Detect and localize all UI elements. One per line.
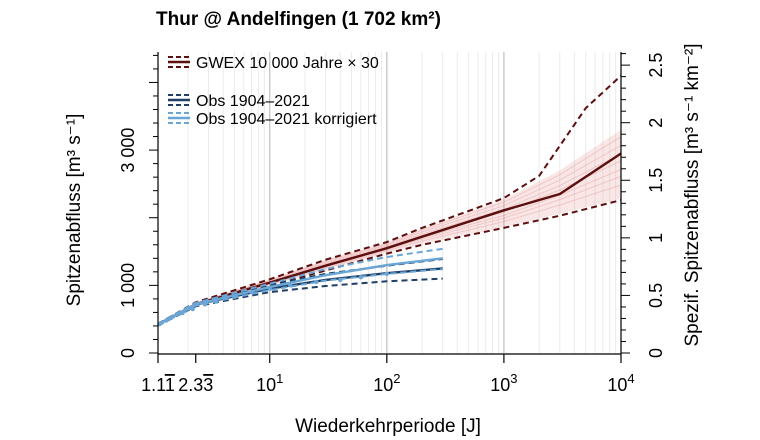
series-group [157, 74, 622, 327]
x-tick-label: 103 [490, 371, 517, 395]
y-right-tick-label: 1 [646, 233, 666, 243]
y-axis-left-label: Spitzenabfluss [m³ s⁻¹] [64, 114, 85, 307]
y-right-tick-label: 0 [646, 348, 666, 358]
obs-point [190, 306, 195, 312]
obs-point [163, 318, 169, 323]
y-axis-right-label: Spezif. Spitzenabfluss [m³ s⁻¹ km⁻²] [682, 43, 703, 346]
obs-points [157, 271, 390, 327]
y-right-tick-label: 1.5 [646, 168, 666, 193]
grid [187, 52, 617, 353]
obs-point [288, 283, 293, 288]
obs-point [249, 289, 254, 295]
series-line [157, 152, 622, 326]
y-left-tick-label: 0 [118, 348, 138, 358]
series-line [157, 268, 443, 327]
legend-label: Obs 1904–2021 korrigiert [196, 111, 377, 128]
obs-point [171, 314, 176, 319]
x-tick-label: 104 [607, 371, 634, 395]
y-left-tick-label: 3 000 [118, 128, 138, 173]
series-line [157, 247, 443, 325]
obs-point [267, 286, 272, 291]
axes [149, 52, 630, 363]
y-left-tick-label: 1 000 [118, 263, 138, 308]
y-right-tick-label: 2 [646, 118, 666, 128]
obs-point [314, 279, 319, 285]
series-line [157, 199, 622, 327]
obs-point [214, 299, 219, 304]
legend-label: GWEX 10 000 Jahre × 30 [196, 55, 379, 72]
obs-point [232, 294, 237, 300]
y-right-tick-label: 2.5 [646, 53, 666, 78]
x-tick-label: 1.11 [141, 375, 175, 395]
obs-point [202, 302, 208, 307]
series-line [157, 257, 443, 326]
chart-title: Thur @ Andelfingen (1 702 km²) [156, 9, 441, 30]
ensemble-member-line [157, 136, 622, 325]
obs-point [384, 271, 390, 277]
obs-point [338, 277, 343, 283]
tick-labels: 0 1 000 3 000 0 0.5 1 1.5 2 2.5 1.11 2.33 101 102 103… [118, 53, 666, 395]
x-axis-label: Wiederkehrperiode [J] [295, 416, 481, 437]
x-tick-label: 101 [256, 371, 283, 395]
x-tick-label: 102 [373, 371, 400, 395]
obs-point [358, 275, 364, 280]
y-right-tick-label: 0.5 [646, 283, 666, 308]
legend-label: Obs 1904–2021 [196, 93, 310, 110]
series-line [157, 74, 622, 325]
obs-point [157, 321, 162, 327]
obs-point [180, 310, 185, 316]
x-tick-label: 2.33 [178, 375, 213, 395]
